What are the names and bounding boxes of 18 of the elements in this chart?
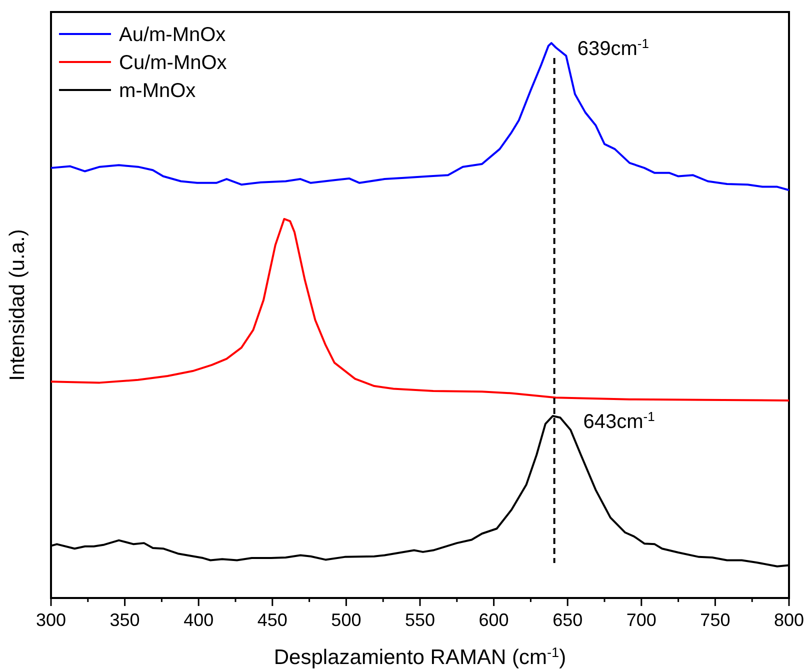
x-tick-label: 700 [626,610,656,630]
x-tick-label: 450 [257,610,288,630]
x-tick-label: 500 [331,610,362,630]
x-tick-label: 650 [552,610,583,630]
legend-label: m-MnOx [119,80,196,102]
x-tick-label: 350 [110,610,140,630]
x-tick-label: 600 [478,610,509,630]
x-tick-label: 400 [184,610,214,630]
legend-label: Cu/m-MnOx [119,52,227,74]
y-axis-title: Intensidad (u.a.) [6,229,29,381]
annotation: 639cm$^{-1}$ [577,36,649,60]
x-axis-title: Desplazamiento RAMAN (cm$^{-1}$) [274,644,566,669]
x-tick-label: 800 [774,610,804,630]
legend-label: Au/m-MnOx [119,24,226,46]
x-tick-label: 300 [36,610,66,630]
annotation: 643cm$^{-1}$ [583,408,655,433]
x-tick-label: 550 [404,610,436,630]
x-tick-label: 750 [700,610,730,630]
